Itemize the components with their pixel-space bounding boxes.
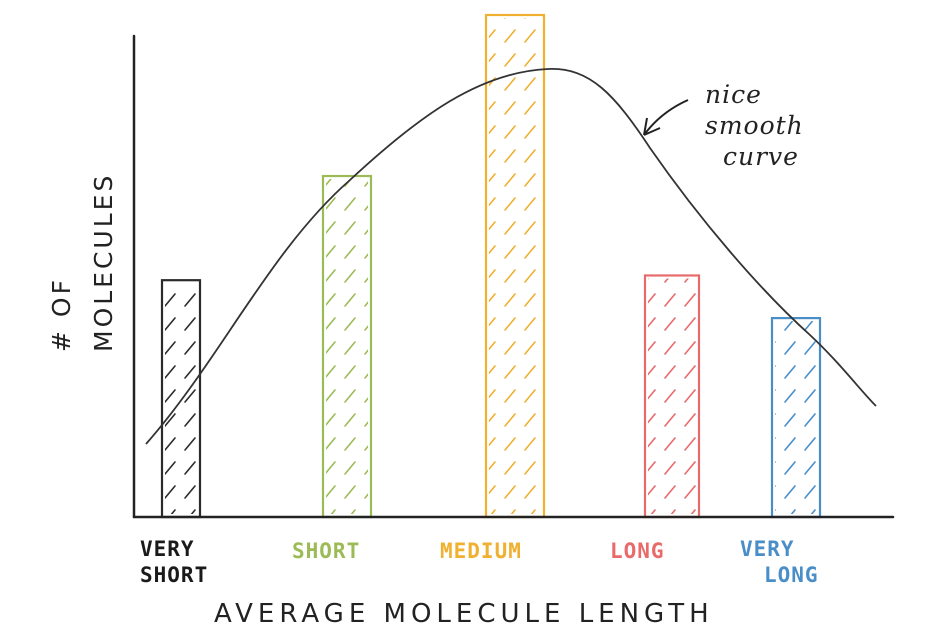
category-label-1-line-1: SHORT [292, 539, 360, 563]
bar-4 [770, 316, 822, 519]
bar-0 [160, 279, 202, 519]
bar-hatch-2 [489, 18, 541, 514]
bar-hatch-1 [326, 179, 368, 515]
bar-hatch-3 [648, 278, 696, 514]
smooth-curve [145, 68, 877, 445]
category-label-3-line-1: LONG [610, 539, 665, 563]
bar-2 [484, 13, 546, 519]
y-axis-label-line-2: MOLECULES [89, 173, 118, 352]
bar-3 [643, 274, 701, 519]
category-label-0-line-1: VERY [140, 537, 195, 561]
category-label-0-line-2: SHORT [140, 563, 208, 587]
category-label-4-line-2: LONG [764, 563, 819, 587]
bar-hatch-0 [165, 283, 197, 514]
category-label-4-line-1: VERY [740, 537, 795, 561]
x-axis-label: AVERAGE MOLECULE LENGTH [214, 599, 714, 629]
bar-hatch-4 [775, 321, 817, 514]
bar-1 [321, 174, 373, 519]
y-axis-label-line-1: # OF [47, 277, 76, 352]
annotation-arrow [643, 99, 689, 136]
curve-annotation-line-1: nice [705, 80, 762, 109]
curve-annotation-line-2: smooth [705, 111, 804, 140]
curve-annotation-line-3: curve [723, 142, 799, 171]
category-label-2-line-1: MEDIUM [440, 539, 522, 563]
